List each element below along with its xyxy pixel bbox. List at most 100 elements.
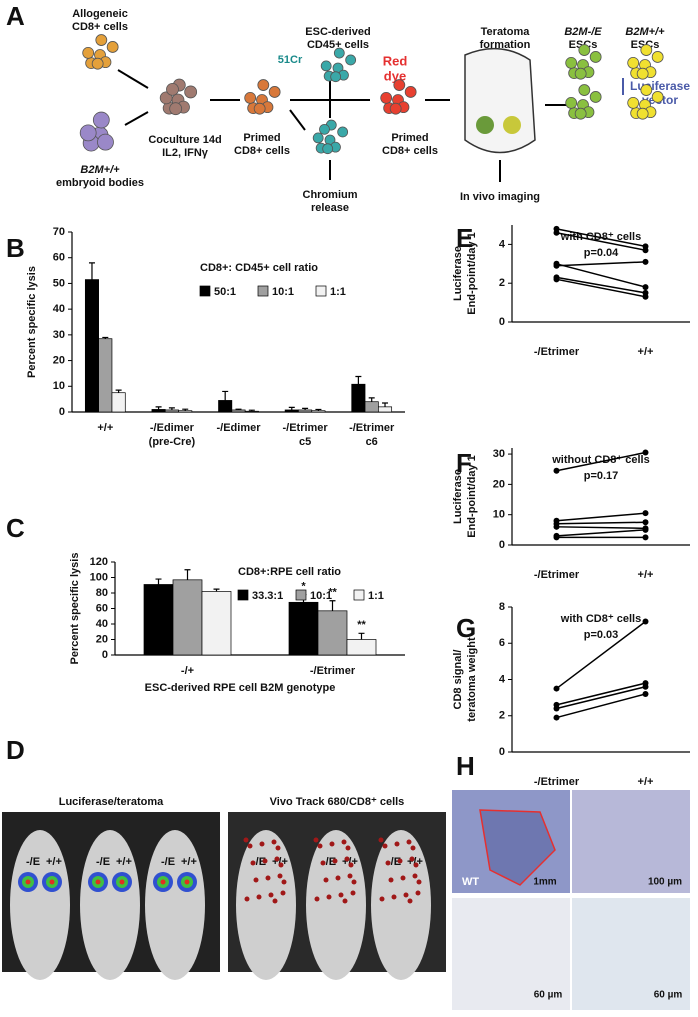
legend-swatch <box>295 589 307 601</box>
label: In vivo imaging <box>460 191 540 203</box>
cell <box>574 107 587 120</box>
mouse-label: -/E <box>252 856 266 868</box>
bar <box>351 383 366 413</box>
legend-label: 1:1 <box>368 590 384 602</box>
mouse <box>236 830 296 980</box>
y-tick-label: 0 <box>499 746 505 758</box>
tumor <box>476 116 494 134</box>
panel-label: A <box>6 1 25 31</box>
signal <box>351 879 357 885</box>
panel-label: D <box>6 735 25 765</box>
error-bar <box>88 262 95 280</box>
signal <box>348 862 354 868</box>
point <box>642 691 649 697</box>
point <box>642 284 649 291</box>
image-title: Vivo Track 680/CD8⁺ cells <box>270 796 405 808</box>
label: IL2, IFNγ <box>162 147 209 159</box>
line <box>556 512 646 522</box>
bar <box>298 409 313 413</box>
cell <box>589 51 602 63</box>
y-axis-label: Luciferase <box>452 246 464 301</box>
point <box>553 534 560 541</box>
mouse-label: +/+ <box>181 856 197 868</box>
cell <box>640 84 653 96</box>
error-bar <box>155 578 162 585</box>
signal <box>397 858 403 864</box>
line <box>556 682 646 706</box>
point <box>642 526 649 533</box>
cell <box>312 132 324 144</box>
cell <box>404 86 417 98</box>
annotation: * <box>301 580 306 592</box>
cell <box>257 79 270 91</box>
cell <box>97 133 114 151</box>
y-axis-label: Luciferase <box>452 469 464 524</box>
x-tick-label: -/Etrimer <box>534 776 580 788</box>
y-axis-label: Percent specific lysis <box>69 553 81 665</box>
signal <box>313 837 319 843</box>
y-tick-label: 0 <box>59 406 65 418</box>
error-bar <box>184 569 191 580</box>
cell <box>651 91 664 103</box>
signal <box>280 890 286 896</box>
panel-label: G <box>456 613 476 643</box>
x-tick-label: -/Etrimer <box>349 422 395 434</box>
legend-label: 33.3:1 <box>252 590 283 602</box>
cell <box>322 143 334 155</box>
scale-label: 100 µm <box>648 877 682 888</box>
cell <box>589 91 602 103</box>
signal <box>243 837 249 843</box>
point <box>642 510 649 517</box>
y-tick-label: 70 <box>53 226 65 238</box>
chart-subtitle: p=0.04 <box>584 247 619 259</box>
label: B2M+/+ <box>625 26 665 38</box>
signal <box>250 860 256 866</box>
signal <box>409 856 415 862</box>
label: Red <box>383 53 408 68</box>
error-bar <box>102 336 109 339</box>
signal <box>347 873 353 879</box>
cell <box>169 102 183 116</box>
error-bar <box>222 390 229 401</box>
bar <box>84 279 99 413</box>
error-bar <box>302 407 309 410</box>
bar <box>178 410 193 413</box>
cell <box>106 41 119 53</box>
cell <box>82 47 95 59</box>
label: ESC-derived <box>305 26 370 38</box>
legend-swatch <box>237 589 249 601</box>
bar <box>151 409 166 413</box>
mouse-label: +/+ <box>116 856 132 868</box>
cell <box>166 82 179 96</box>
x-tick-label: -/+ <box>181 665 194 677</box>
signal <box>119 879 125 885</box>
cell <box>393 79 406 91</box>
signal <box>345 845 351 851</box>
mouse <box>306 830 366 980</box>
scale-label: 1mm <box>533 877 556 888</box>
signal <box>326 894 332 900</box>
signal <box>332 858 338 864</box>
legend-swatch <box>257 285 269 297</box>
cell <box>636 107 649 120</box>
point <box>642 293 649 300</box>
point <box>553 523 560 530</box>
line <box>556 521 646 525</box>
y-tick-label: 120 <box>90 556 108 568</box>
x-axis-title: ESC-derived RPE cell B2M genotype <box>145 682 336 694</box>
cell <box>380 92 393 104</box>
signal <box>259 841 265 847</box>
bar <box>231 409 246 413</box>
cell <box>159 91 173 105</box>
arrow <box>124 111 149 126</box>
chart-subtitle: p=0.17 <box>584 470 619 482</box>
y-tick-label: 80 <box>96 587 108 599</box>
y-axis-label: End-point/day 1 <box>466 455 478 538</box>
bar <box>164 409 179 413</box>
cell <box>184 85 198 99</box>
line <box>556 278 646 298</box>
y-tick-label: 8 <box>499 601 505 613</box>
annotation: ** <box>357 619 366 631</box>
legend-swatch <box>315 285 327 297</box>
signal <box>412 873 418 879</box>
